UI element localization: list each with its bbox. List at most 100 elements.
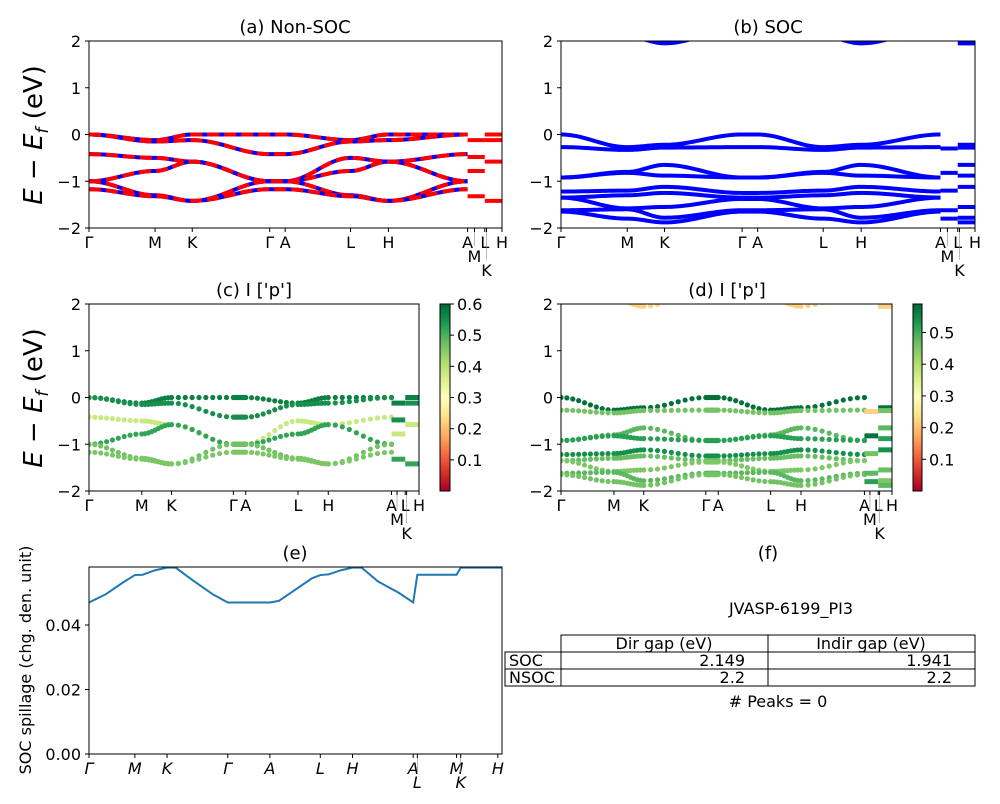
projected-point [325, 422, 331, 428]
colorbar-tick-label: 0.2 [457, 420, 482, 439]
x-tick-label: L [401, 496, 410, 515]
projected-point [243, 394, 249, 401]
projected-point [648, 407, 654, 414]
projected-point [778, 298, 783, 303]
projected-point [727, 472, 733, 479]
projected-point [756, 478, 762, 484]
projected-point [576, 436, 582, 442]
projected-point [648, 467, 654, 473]
y-tick-label: 1 [71, 342, 81, 361]
projected-point [92, 395, 98, 401]
projected-point [325, 461, 331, 467]
projected-point [109, 447, 116, 453]
projected-point [558, 287, 563, 292]
soc-band-line [561, 209, 941, 225]
projected-point [593, 451, 599, 457]
projected-point [266, 409, 272, 415]
projected-point [367, 452, 374, 458]
projected-point [374, 395, 381, 401]
projected-point [346, 426, 352, 433]
projected-point [593, 409, 599, 415]
projected-point [133, 401, 139, 407]
projected-point [840, 450, 846, 456]
x-tick-label: H [382, 233, 394, 252]
projected-point [648, 453, 654, 459]
projected-point [812, 466, 818, 472]
colorbar-tick-label: 0.1 [457, 451, 482, 470]
projected-point [721, 395, 727, 401]
projected-point [272, 427, 278, 434]
colorbar-tick-label: 0.4 [457, 357, 482, 376]
projected-point [217, 450, 223, 457]
projected-point [581, 435, 588, 442]
projected-point [661, 436, 668, 442]
panel-a-title: (a) Non-SOC [239, 17, 350, 38]
projected-point [587, 456, 594, 462]
projected-point [847, 396, 853, 402]
projected-point [289, 418, 295, 425]
peaks-count: # Peaks = 0 [729, 692, 828, 711]
projected-point [605, 469, 611, 475]
row-soc-dir: 2.149 [699, 651, 745, 670]
x-tick-label: K [639, 496, 650, 515]
x-tick-label: K [187, 233, 198, 252]
panel-b-title: (b) SOC [733, 17, 802, 38]
projected-point [210, 411, 216, 417]
projected-point [654, 304, 661, 308]
y-tick-label: −1 [57, 172, 81, 191]
projected-point [805, 425, 811, 431]
projected-point [289, 431, 295, 437]
projected-point [654, 436, 661, 442]
projected-point [744, 464, 750, 471]
projected-point [721, 453, 727, 459]
projected-point [727, 396, 733, 402]
x-tick-label: Γ [738, 233, 747, 252]
projected-point [819, 407, 825, 414]
x-tick-label: L [413, 773, 422, 792]
projected-point [248, 442, 255, 448]
band-line-red [89, 152, 468, 184]
projected-point [168, 394, 175, 401]
colorbar-tick-label: 0.2 [929, 419, 954, 438]
projected-point [576, 398, 582, 404]
projected-point [756, 406, 762, 412]
spillage-line [89, 567, 502, 605]
projected-point [133, 456, 139, 462]
y-tick-label: 0.04 [45, 616, 81, 635]
projected-point [834, 294, 839, 299]
x-tick-label: Γ [85, 496, 94, 515]
projected-point [847, 451, 853, 457]
projected-point [847, 473, 853, 479]
x-tick-label: Γ [85, 233, 94, 252]
projected-point [600, 296, 605, 301]
x-tick-label: L [316, 759, 325, 778]
projected-point [840, 407, 846, 413]
projected-point [254, 450, 260, 456]
projected-point [654, 453, 661, 460]
projected-point [599, 433, 605, 439]
projected-point [89, 441, 92, 447]
projected-point [696, 395, 702, 401]
projected-point [283, 455, 289, 461]
projected-point [750, 409, 756, 415]
x-tick-label: M [468, 247, 482, 266]
projected-point [696, 453, 702, 459]
projected-point [805, 436, 811, 442]
projected-point [833, 432, 839, 438]
projected-point [564, 451, 570, 458]
projected-point [388, 441, 395, 447]
projected-point [805, 477, 811, 484]
projected-point [721, 472, 727, 478]
projected-point [360, 397, 366, 403]
projected-point [104, 445, 110, 451]
projected-point [833, 437, 839, 443]
projected-point [289, 402, 295, 408]
projected-point [576, 460, 582, 466]
projected-point [98, 450, 104, 456]
projected-point [189, 426, 195, 433]
colorbar-tick-label: 0.3 [457, 389, 482, 408]
projected-point [661, 407, 668, 414]
projected-point [248, 449, 255, 456]
projected-point [798, 467, 804, 473]
